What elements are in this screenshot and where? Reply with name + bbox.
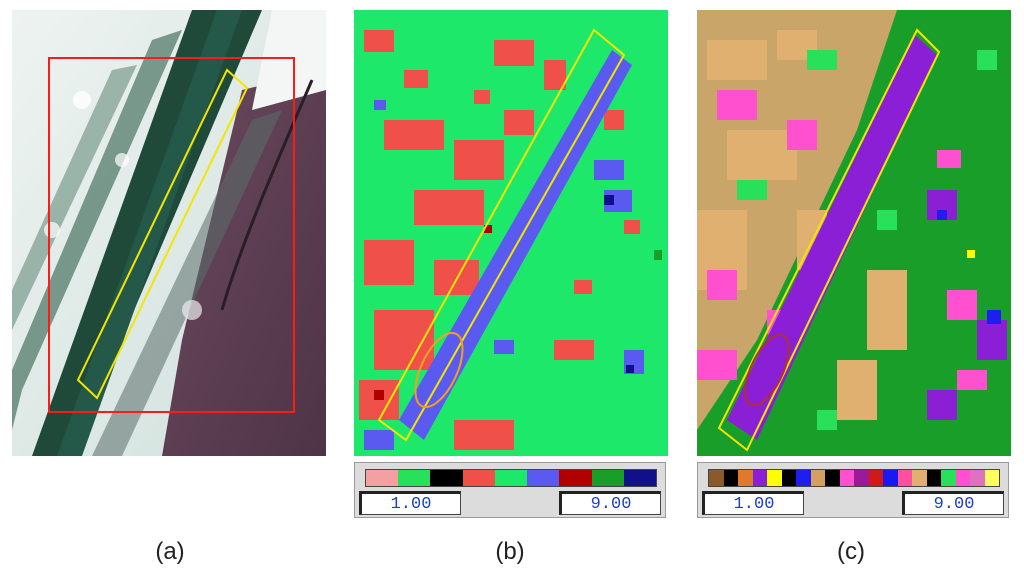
red-outline-c: [744, 333, 790, 407]
caption-c: (c): [837, 538, 865, 565]
river-outline-a: [76, 68, 249, 400]
legend-c-swatches: [708, 469, 1000, 487]
legend-c-swatch: [912, 470, 927, 486]
legend-b-swatch: [623, 470, 656, 486]
legend-c-swatch: [752, 470, 767, 486]
legend-c-swatch: [941, 470, 956, 486]
satellite-image: [12, 10, 326, 456]
legend-c-swatch: [984, 470, 999, 486]
legend-c-swatch: [926, 470, 941, 486]
legend-c-max: 9.00: [902, 491, 1004, 515]
classification-map-b: [354, 10, 668, 456]
panel-b: 1.00 9.00 (b): [354, 10, 668, 565]
legend-b-swatch: [462, 470, 495, 486]
caption-a: (a): [155, 538, 185, 565]
legend-b-max: 9.00: [559, 491, 661, 515]
legend-b-swatch: [430, 470, 463, 486]
legend-c-swatch: [825, 470, 840, 486]
legend-c-swatch: [709, 470, 724, 486]
river-outline-c: [717, 28, 941, 452]
legend-b-swatch: [591, 470, 624, 486]
legend-b-swatch: [494, 470, 528, 486]
caption-b: (b): [495, 538, 525, 565]
legend-c-swatch: [970, 470, 985, 486]
legend-b-swatch: [527, 470, 560, 486]
legend-c-swatch: [883, 470, 898, 486]
legend-c-swatch: [955, 470, 970, 486]
legend-c-swatch: [781, 470, 796, 486]
legend-b-swatches: [365, 469, 657, 487]
analysis-region-rect: [48, 57, 295, 413]
legend-c-swatch: [767, 470, 782, 486]
legend-c-swatch: [738, 470, 753, 486]
panel-c: 1.00 9.00 (c): [697, 10, 1011, 565]
legend-c: 1.00 9.00: [697, 462, 1009, 518]
legend-c-swatch: [796, 470, 811, 486]
orange-outline-b: [414, 331, 464, 409]
legend-c-swatch: [854, 470, 869, 486]
legend-b-swatch: [559, 470, 592, 486]
legend-c-swatch: [897, 470, 912, 486]
legend-b-swatch: [398, 470, 431, 486]
river-outline-b: [377, 28, 626, 442]
legend-c-swatch: [810, 470, 825, 486]
legend-c-swatch: [723, 470, 738, 486]
legend-b-swatch: [366, 470, 399, 486]
panel-a: (a): [12, 10, 326, 565]
legend-c-min: 1.00: [702, 491, 804, 515]
legend-b-min: 1.00: [359, 491, 461, 515]
legend-c-swatch: [868, 470, 883, 486]
legend-c-swatch: [839, 470, 854, 486]
legend-b: 1.00 9.00: [354, 462, 666, 518]
classification-map-c: [697, 10, 1011, 456]
